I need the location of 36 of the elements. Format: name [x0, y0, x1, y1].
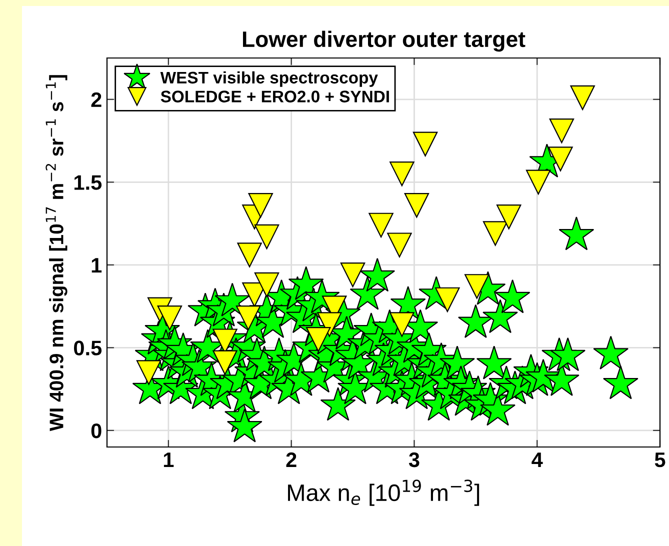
- point: [237, 242, 262, 268]
- x-tick-label: 5: [654, 452, 666, 468]
- text: WI 400.9 nm signal [10$^{17}$ m$^{−2}$ sr$^{−1}$ s$^{−1}$]: [46, 75, 68, 432]
- point: [404, 192, 430, 218]
- point: [340, 262, 366, 288]
- legend-label: SOLEDGE + ERO2.0 + SYNDI: [160, 90, 389, 102]
- y-tick-label: 2: [91, 92, 102, 107]
- point: [435, 287, 460, 312]
- point: [157, 306, 182, 330]
- point: [549, 118, 574, 144]
- point: [526, 170, 551, 195]
- x-tick-label: 2: [286, 452, 296, 467]
- point: [548, 146, 573, 172]
- point: [254, 224, 280, 250]
- x-axis-title: Max n$_{e}$ [10$^{19}$ m$^{−3}$]: [288, 480, 480, 506]
- y-tick-label: 1: [92, 258, 102, 272]
- y-tick-label: 1.5: [74, 175, 102, 190]
- y-tick-label: 0: [91, 423, 102, 438]
- x-tick-label: 4: [532, 452, 543, 467]
- point: [390, 312, 414, 337]
- legend-label: WEST visible spectroscopy: [160, 71, 378, 87]
- point: [317, 312, 342, 337]
- point: [387, 232, 412, 258]
- point: [570, 85, 595, 110]
- point: [368, 212, 394, 238]
- point: [482, 221, 508, 246]
- point: [412, 132, 438, 156]
- x-tick-label: 3: [408, 452, 420, 468]
- x-tick-label: 1: [164, 452, 174, 467]
- y-tick-label: 0.5: [74, 340, 102, 356]
- point: [496, 204, 522, 230]
- chart-title: Lower divertor outer target: [242, 30, 526, 52]
- point: [390, 162, 414, 186]
- point: [136, 360, 162, 385]
- point: [248, 192, 273, 218]
- point: [464, 274, 490, 299]
